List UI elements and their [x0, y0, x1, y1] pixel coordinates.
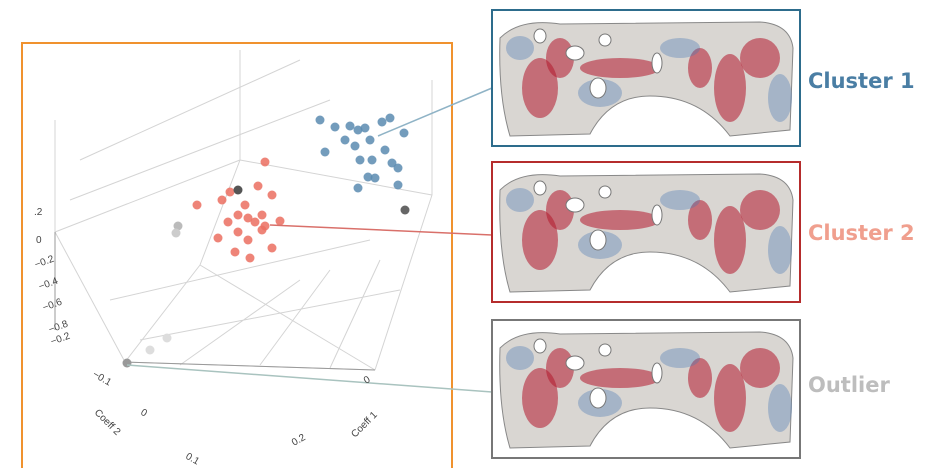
hole [590, 388, 606, 408]
point [123, 359, 132, 368]
point [341, 136, 350, 145]
hole [566, 356, 584, 370]
hole [599, 186, 611, 198]
stress-patch [506, 36, 534, 60]
panel: Cluster 1 [492, 10, 915, 146]
point [356, 156, 365, 165]
point [234, 186, 243, 195]
hole [652, 53, 662, 73]
stress-patch [768, 74, 792, 122]
point [163, 334, 172, 343]
hole [534, 29, 546, 43]
stress-patch [740, 190, 780, 230]
point [268, 191, 277, 200]
hole [652, 363, 662, 383]
y-axis-title: Coeff 1 [349, 409, 380, 440]
hole [590, 78, 606, 98]
point [401, 206, 410, 215]
point [172, 229, 181, 238]
point [218, 196, 227, 205]
point [321, 148, 330, 157]
point [234, 211, 243, 220]
z-tick-label: .2 [34, 207, 43, 218]
panel-label: Outlier [808, 373, 890, 397]
z-tick-label: 0 [36, 235, 42, 246]
point [251, 218, 260, 227]
stress-patch [740, 348, 780, 388]
point [331, 123, 340, 132]
point [258, 211, 267, 220]
x-tick-label: −0.1 [91, 369, 114, 389]
z-tick-label: −0.2 [33, 254, 56, 271]
hole [534, 339, 546, 353]
point [276, 217, 285, 226]
point [234, 228, 243, 237]
point [258, 226, 267, 235]
point [394, 164, 403, 173]
stress-patch [660, 38, 700, 58]
point [368, 156, 377, 165]
point [394, 181, 403, 190]
stress-patch [660, 190, 700, 210]
panel-label: Cluster 1 [808, 69, 915, 93]
stress-patch [506, 346, 534, 370]
hole [534, 181, 546, 195]
panel: Outlier [492, 320, 890, 458]
connectors [127, 88, 492, 392]
x-tick-label: 0.1 [184, 451, 202, 468]
point [400, 129, 409, 138]
point [244, 236, 253, 245]
point [364, 173, 373, 182]
point [386, 114, 395, 123]
axes-3d [55, 50, 432, 370]
point [214, 234, 223, 243]
point [146, 346, 155, 355]
hole [566, 46, 584, 60]
hole [566, 198, 584, 212]
z-tick-label: −0.4 [37, 276, 60, 293]
x-axis-title: Coeff 2 [92, 407, 123, 438]
hole [599, 344, 611, 356]
point [226, 188, 235, 197]
point [261, 158, 270, 167]
point [378, 118, 387, 127]
stress-patch [580, 368, 660, 388]
stress-patch [580, 58, 660, 78]
point [193, 201, 202, 210]
point [351, 142, 360, 151]
stress-patch [768, 384, 792, 432]
stress-patch [580, 210, 660, 230]
stress-patch [740, 38, 780, 78]
point [361, 124, 370, 133]
x-axis: −0.1 0 0.1 Coeff 2 [91, 369, 202, 468]
hole [599, 34, 611, 46]
point [241, 201, 250, 210]
point [381, 146, 390, 155]
panels: Cluster 1 Cluster 2 Outlier [492, 10, 915, 458]
stress-patch [768, 226, 792, 274]
stress-patch [660, 348, 700, 368]
point [224, 218, 233, 227]
hole [590, 230, 606, 250]
y-tick-label: 0 [362, 374, 373, 387]
point [354, 184, 363, 193]
point [231, 248, 240, 257]
y-tick-label: 0.2 [290, 432, 308, 449]
x-tick-label: 0 [139, 407, 150, 420]
panel-label: Cluster 2 [808, 221, 915, 245]
stress-patch [506, 188, 534, 212]
figure: .2 0 −0.2 −0.4 −0.6 −0.8 −0.2 −0.1 0 0.1… [0, 0, 942, 468]
z-tick-label: −0.6 [41, 297, 64, 314]
point [254, 182, 263, 191]
point [316, 116, 325, 125]
point [346, 122, 355, 131]
hole [652, 205, 662, 225]
panel: Cluster 2 [492, 162, 915, 302]
point [366, 136, 375, 145]
point [246, 254, 255, 263]
point [268, 244, 277, 253]
y-axis: 0 0.2 Coeff 1 [290, 374, 380, 449]
